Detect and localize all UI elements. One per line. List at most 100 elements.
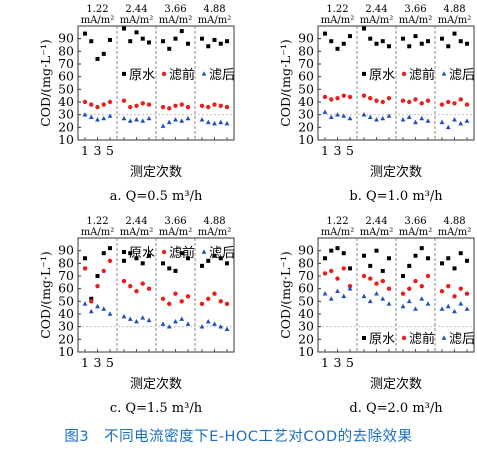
point-before	[212, 102, 217, 107]
point-raw	[108, 246, 112, 251]
group-label-unit: mA/m²	[159, 227, 193, 238]
point-before	[167, 301, 172, 307]
point-after	[419, 296, 425, 301]
y-tick-label: 20	[298, 331, 314, 346]
point-raw	[335, 46, 340, 51]
point-before	[82, 266, 88, 271]
group-label-value: 4.88	[443, 216, 465, 227]
legend-item: 原水	[122, 68, 155, 83]
point-before	[322, 94, 328, 100]
point-before	[212, 291, 217, 296]
figure-caption: 图3 不同电流密度下E-HOC工艺对COD的去除效果	[64, 429, 413, 445]
y-tick-label: 30	[58, 319, 74, 334]
legend-label: 滤后	[449, 332, 475, 347]
point-raw	[401, 36, 405, 41]
point-after	[185, 321, 191, 326]
point-after	[140, 118, 146, 123]
y-tick-label: 20	[58, 331, 74, 346]
group-label-value: 1.22	[326, 216, 348, 227]
point-raw	[225, 261, 229, 266]
point-after	[425, 301, 431, 306]
group-label-value: 4.88	[203, 4, 225, 15]
point-before	[380, 99, 385, 105]
point-raw	[140, 36, 145, 41]
point-after	[380, 115, 386, 121]
point-raw	[173, 36, 178, 41]
x-axis-label: 测定次数	[130, 164, 182, 180]
point-after	[374, 117, 379, 122]
y-tick-label: 60	[58, 281, 74, 296]
point-before	[121, 98, 127, 103]
point-raw	[426, 39, 430, 44]
x-tick-label: 3	[334, 143, 342, 158]
point-after	[335, 288, 340, 293]
point-after	[328, 114, 334, 119]
point-raw	[212, 37, 217, 42]
point-before	[464, 291, 470, 296]
y-axis-label: COD/(mg·L⁻¹)	[38, 39, 53, 127]
point-after	[335, 112, 340, 117]
point-raw	[380, 268, 385, 273]
point-after	[419, 115, 425, 121]
group-label-unit: mA/m²	[81, 227, 115, 238]
legend-item: 滤前	[401, 67, 435, 83]
y-tick-label: 40	[298, 306, 314, 321]
point-raw	[419, 41, 424, 46]
point-after	[179, 118, 185, 123]
x-axis-label: 测定次数	[370, 164, 422, 180]
point-before	[425, 98, 431, 103]
point-raw	[413, 34, 418, 39]
panel-label: a. Q=0.5 m³/h	[110, 189, 203, 204]
point-before	[341, 93, 346, 98]
point-raw	[128, 251, 133, 256]
point-before	[107, 258, 113, 263]
point-before	[224, 104, 230, 110]
group-label-unit: mA/m²	[321, 227, 355, 238]
point-before	[439, 289, 445, 294]
legend-label: 原水	[129, 246, 155, 261]
point-after	[212, 321, 217, 326]
point-raw	[140, 261, 145, 266]
point-raw	[108, 37, 112, 42]
point-after	[458, 301, 464, 306]
point-after	[386, 301, 392, 306]
point-after	[347, 115, 353, 121]
y-tick-label: 10	[298, 344, 314, 359]
point-before	[439, 102, 445, 107]
group-label-value: 1.22	[326, 4, 348, 15]
point-raw	[186, 256, 190, 261]
point-before	[335, 96, 340, 101]
point-before	[101, 102, 106, 107]
point-after	[121, 115, 127, 121]
point-after	[413, 306, 418, 311]
point-raw	[186, 41, 190, 46]
point-before	[218, 103, 223, 109]
point-before	[400, 291, 406, 296]
legend-item: 滤后	[201, 68, 235, 83]
point-after	[361, 293, 367, 299]
x-tick-label: 3	[94, 355, 102, 370]
point-after	[218, 119, 224, 125]
point-raw	[101, 251, 106, 256]
point-before	[121, 278, 127, 284]
point-raw	[134, 30, 139, 35]
legend-label: 滤后	[209, 68, 235, 83]
y-tick-label: 40	[58, 94, 74, 109]
y-axis-label: COD/(mg·L⁻¹)	[38, 251, 53, 339]
point-raw	[335, 246, 340, 251]
point-before	[89, 102, 94, 107]
point-after	[328, 296, 334, 301]
legend-label: 滤前	[409, 331, 435, 347]
point-raw	[89, 39, 94, 44]
group-label-value: 2.44	[365, 216, 387, 227]
y-tick-label: 40	[298, 94, 314, 109]
point-before	[464, 102, 470, 107]
point-after	[140, 315, 146, 320]
point-before	[361, 273, 367, 279]
point-after	[218, 324, 224, 329]
legend-marker-before	[401, 71, 407, 77]
y-tick-label: 80	[298, 43, 314, 58]
point-before	[425, 273, 431, 279]
